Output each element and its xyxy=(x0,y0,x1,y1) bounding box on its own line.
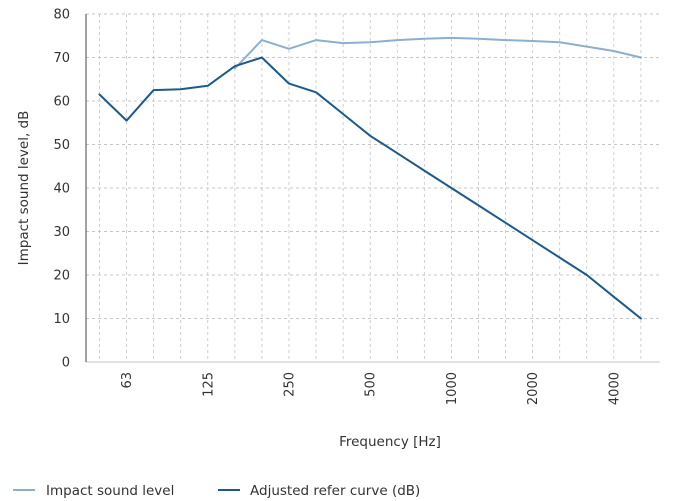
legend-label-impact-sound-level: Impact sound level xyxy=(46,483,174,499)
x-tick-label: 2000 xyxy=(526,372,541,405)
x-tick-labels: 63 125 250 500 1000 2000 4000 xyxy=(120,372,622,405)
x-tick-label: 250 xyxy=(282,372,297,397)
y-tick-label: 40 xyxy=(53,182,70,197)
x-axis-label: Frequency [Hz] xyxy=(339,434,441,450)
series-line-impact-sound-level xyxy=(233,36,642,70)
series-line-adjusted-refer-curve xyxy=(98,56,642,320)
y-tick-label: 60 xyxy=(53,95,70,110)
legend-label-adjusted-refer-curve: Adjusted refer curve (dB) xyxy=(250,483,420,499)
y-axis-label: Impact sound level, dB xyxy=(16,111,32,266)
x-tick-label: 125 xyxy=(201,372,216,397)
y-tick-label: 0 xyxy=(62,356,70,371)
y-tick-label: 20 xyxy=(53,269,70,284)
grid-lines xyxy=(85,13,660,363)
y-tick-labels: 0 10 20 30 40 50 60 70 80 xyxy=(53,8,70,371)
y-tick-label: 70 xyxy=(53,51,70,66)
y-tick-label: 10 xyxy=(53,312,70,327)
series-lines xyxy=(98,36,642,320)
x-tick-label: 4000 xyxy=(607,372,622,405)
x-tick-label: 500 xyxy=(364,372,379,397)
y-tick-label: 50 xyxy=(53,138,70,153)
legend: Impact sound level Adjusted refer curve … xyxy=(13,483,420,499)
y-tick-label: 30 xyxy=(53,225,70,240)
x-tick-label: 1000 xyxy=(445,372,460,405)
y-tick-label: 80 xyxy=(53,8,70,23)
x-tick-label: 63 xyxy=(120,372,135,389)
